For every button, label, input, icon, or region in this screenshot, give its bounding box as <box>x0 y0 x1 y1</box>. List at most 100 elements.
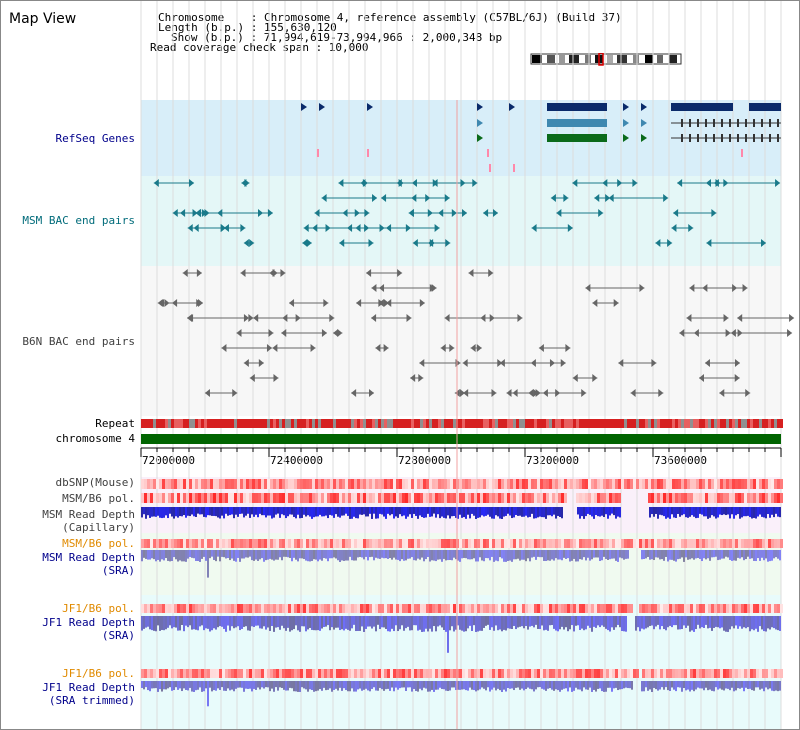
chromosome-ideogram[interactable] <box>529 53 689 67</box>
heat-cell <box>759 539 762 548</box>
heat-cell <box>306 539 309 548</box>
heat-cell <box>459 539 462 548</box>
read-depth-bar <box>611 550 613 559</box>
heat-cell <box>627 479 630 489</box>
gene-arrow <box>641 119 647 127</box>
msm-bac-pair-end <box>706 239 712 247</box>
read-depth-bar <box>441 616 443 628</box>
read-depth-bar <box>581 507 583 517</box>
read-depth-bar <box>695 681 697 690</box>
read-depth-bar <box>581 681 583 692</box>
read-depth-bar <box>465 681 467 691</box>
heat-cell <box>324 493 327 503</box>
heat-cell <box>462 669 465 678</box>
read-depth-bar <box>153 616 155 631</box>
read-depth-bar <box>363 616 365 632</box>
b6n-bac-pair-end <box>157 299 163 307</box>
heat-cell <box>492 493 495 503</box>
read-depth-bar <box>237 507 239 517</box>
heat-cell <box>390 539 393 548</box>
heat-cell <box>219 669 222 678</box>
repeat-segment <box>582 419 585 428</box>
read-depth-bar <box>769 550 771 562</box>
heat-cell <box>543 539 546 548</box>
heat-cell <box>204 539 207 548</box>
read-depth-bar <box>217 550 219 557</box>
heat-cell <box>777 604 780 613</box>
repeat-segment <box>315 419 318 428</box>
read-depth-bar <box>551 681 553 690</box>
read-depth-bar <box>299 616 301 632</box>
read-depth-bar <box>417 616 419 631</box>
read-depth-bar <box>669 616 671 626</box>
read-depth-bar <box>687 616 689 626</box>
repeat-segment <box>393 419 396 428</box>
heat-cell <box>660 493 663 503</box>
read-depth-bar <box>157 550 159 560</box>
heat-cell <box>720 669 723 678</box>
msm-bac-pair-end <box>408 209 414 217</box>
heat-cell <box>342 669 345 678</box>
read-depth-bar <box>229 681 231 691</box>
read-depth-bar <box>733 681 735 692</box>
heat-cell <box>507 669 510 678</box>
heat-cell <box>756 479 759 489</box>
read-depth-bar <box>745 550 747 560</box>
msm-bac-pair-end <box>723 179 729 187</box>
read-depth-bar <box>589 550 591 561</box>
read-depth-bar <box>683 616 685 626</box>
heat-cell <box>708 539 711 548</box>
read-depth-bar <box>323 616 325 627</box>
heat-cell <box>372 479 375 489</box>
read-depth-bar <box>455 681 457 691</box>
read-depth-bar <box>287 681 289 691</box>
read-depth-bar <box>199 550 201 562</box>
read-depth-bar <box>607 616 609 631</box>
heat-cell <box>720 539 723 548</box>
heat-cell <box>720 604 723 613</box>
read-depth-bar <box>199 507 201 515</box>
repeat-segment <box>423 419 426 428</box>
heat-cell <box>675 669 678 678</box>
repeat-segment <box>159 419 162 428</box>
heat-cell <box>594 604 597 613</box>
b6n-bac-pair-end <box>321 329 327 337</box>
read-depth-bar <box>453 507 455 516</box>
read-depth-bar <box>685 507 687 518</box>
track-label-msm-pol-1: MSM/B6 pol. <box>62 492 135 505</box>
repeat-segment <box>753 419 756 428</box>
heat-cell <box>165 539 168 548</box>
read-depth-bar <box>603 616 605 627</box>
heat-cell <box>156 604 159 613</box>
read-depth-bar <box>351 616 353 629</box>
read-depth-bar <box>727 616 729 632</box>
read-depth-bar <box>305 681 307 690</box>
msm-bac-pair-end <box>354 209 360 217</box>
read-depth-bar <box>245 550 247 558</box>
repeat-segment <box>273 419 276 428</box>
read-depth-bar <box>641 681 643 692</box>
heat-cell <box>525 479 528 489</box>
b6n-bac-pair-end <box>745 389 751 397</box>
b6n-bac-pair-end <box>249 374 255 382</box>
heat-cell <box>699 669 702 678</box>
heat-cell <box>684 493 687 503</box>
heat-cell <box>507 479 510 489</box>
heat-cell <box>366 493 369 503</box>
gene-exon <box>777 119 779 127</box>
heat-cell <box>351 604 354 613</box>
repeat-segment <box>756 419 759 428</box>
heat-cell <box>714 479 717 489</box>
heat-cell <box>594 669 597 678</box>
heat-cell <box>384 669 387 678</box>
heat-cell <box>534 669 537 678</box>
read-depth-bar <box>179 507 181 517</box>
read-depth-bar <box>657 507 659 519</box>
heat-cell <box>600 669 603 678</box>
heat-cell <box>318 493 321 503</box>
heat-cell <box>144 539 147 548</box>
read-depth-bar <box>479 507 481 518</box>
heat-cell <box>327 493 330 503</box>
read-depth-bar <box>721 681 723 690</box>
